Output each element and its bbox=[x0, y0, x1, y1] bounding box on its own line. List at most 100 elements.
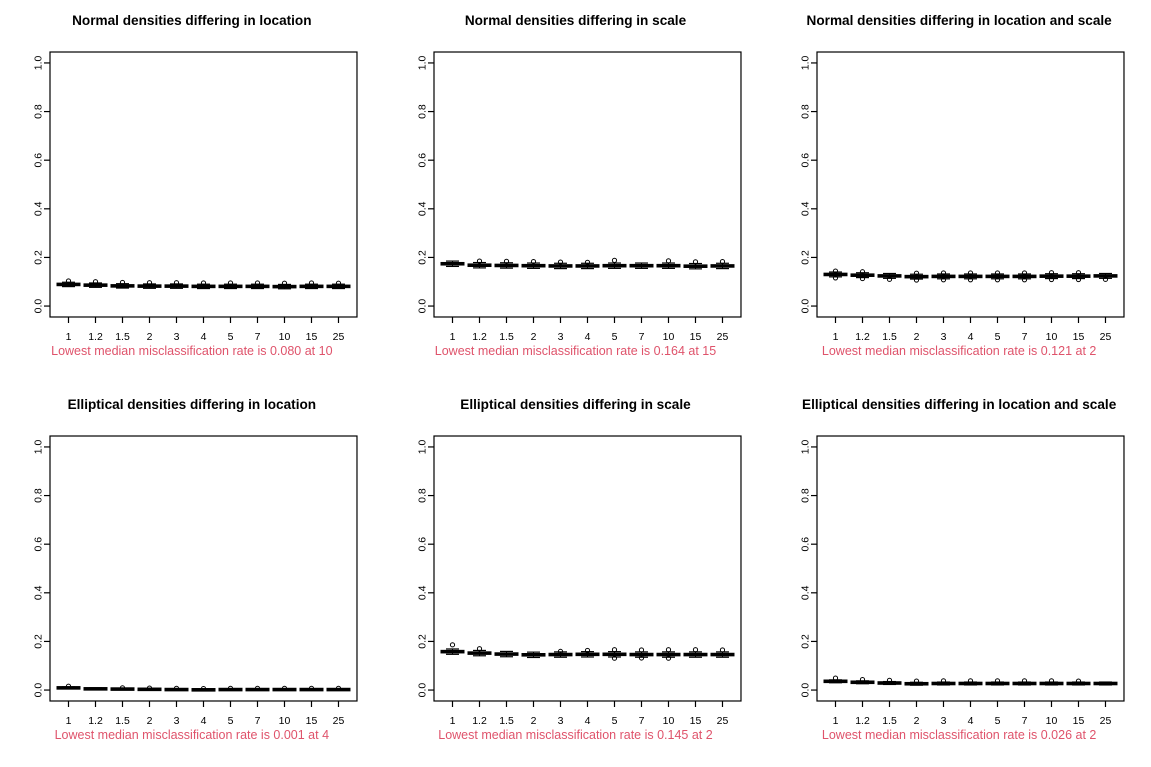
outlier-point bbox=[611, 655, 617, 661]
box-plot-group-1.5 bbox=[494, 650, 519, 657]
outlier-point bbox=[995, 677, 1001, 683]
y-tick-label: 1.0 bbox=[33, 55, 44, 70]
box-plot-group-4 bbox=[958, 677, 983, 686]
panel-title: Normal densities differing in scale bbox=[464, 13, 687, 28]
outlier-point bbox=[665, 258, 671, 264]
box-plot-group-10 bbox=[1039, 270, 1064, 283]
x-tick-label: 7 bbox=[255, 332, 261, 343]
x-tick-label: 1.5 bbox=[883, 332, 898, 343]
median-bar bbox=[548, 264, 573, 268]
boxplot-canvas: 0.0 0.2 0.4 0.6 0.8 1.0 1 1.2 1.5 2 3 4 5 7 10 15 25 bbox=[417, 51, 742, 343]
outlier-point bbox=[1076, 270, 1082, 276]
outlier-point bbox=[692, 646, 698, 652]
y-axis: 0.0 0.2 0.4 0.6 0.8 1.0 bbox=[417, 439, 434, 697]
box-plot-group-5 bbox=[602, 257, 627, 269]
y-tick-label: 0.6 bbox=[33, 536, 44, 551]
panel-elliptical-location-scale: Elliptical densities differing in locati… bbox=[767, 384, 1151, 767]
box-plot-group-15 bbox=[299, 685, 324, 691]
box-plot-group-25 bbox=[1093, 272, 1118, 282]
y-tick-label: 0.4 bbox=[801, 585, 812, 600]
median-bar bbox=[629, 263, 654, 268]
panel-title: Elliptical densities differing in locati… bbox=[67, 396, 317, 412]
box-plot-group-7 bbox=[245, 280, 270, 290]
plot-frame bbox=[49, 51, 358, 318]
x-tick-label: 1 bbox=[66, 715, 72, 726]
box-plot-group-1.5 bbox=[877, 677, 902, 685]
y-axis: 0.0 0.2 0.4 0.6 0.8 1.0 bbox=[33, 439, 50, 697]
y-tick-label: 0.4 bbox=[33, 201, 44, 216]
box-plot-group-3 bbox=[164, 685, 189, 691]
box-plot-group-25 bbox=[1093, 680, 1118, 686]
box-plot-group-5 bbox=[602, 646, 627, 661]
median-bar bbox=[877, 680, 902, 685]
box-plot-group-5 bbox=[218, 280, 243, 290]
outlier-point bbox=[476, 258, 482, 264]
panel-normal-location-scale: Normal densities differing in location a… bbox=[767, 0, 1151, 384]
x-tick-label: 4 bbox=[968, 332, 974, 343]
median-bar bbox=[299, 284, 324, 289]
x-tick-label: 15 bbox=[1073, 332, 1085, 343]
median-bar bbox=[326, 687, 351, 691]
panel-elliptical-location: Elliptical densities differing in locati… bbox=[0, 384, 384, 767]
outlier-point bbox=[227, 685, 234, 691]
outlier-point bbox=[887, 276, 893, 282]
x-tick-label: 10 bbox=[662, 332, 674, 343]
outlier-point bbox=[65, 683, 72, 689]
median-bar bbox=[985, 274, 1010, 279]
median-bar bbox=[1093, 274, 1118, 278]
median-bar bbox=[467, 263, 492, 268]
x-tick-label: 4 bbox=[201, 332, 207, 343]
box-plot-group-7 bbox=[1012, 270, 1037, 283]
box-plot-group-4 bbox=[575, 647, 600, 658]
y-axis: 0.0 0.2 0.4 0.6 0.8 1.0 bbox=[801, 439, 818, 697]
median-bar bbox=[110, 284, 135, 288]
median-bar bbox=[83, 686, 108, 691]
outlier-point bbox=[719, 258, 725, 265]
box-plot-group-25 bbox=[710, 258, 735, 270]
box-plot-group-2 bbox=[137, 280, 162, 289]
outlier-point bbox=[1049, 677, 1055, 683]
outlier-point bbox=[254, 280, 261, 286]
outlier-point bbox=[146, 685, 153, 691]
y-tick-label: 0.4 bbox=[801, 201, 812, 216]
panel-title: Elliptical densities differing in scale bbox=[460, 396, 691, 412]
x-tick-label: 5 bbox=[995, 715, 1001, 726]
box-plot-group-2 bbox=[904, 270, 929, 283]
plot-frame bbox=[816, 434, 1125, 702]
y-tick-label: 0.0 bbox=[33, 299, 44, 314]
boxplot-canvas: 0.0 0.2 0.4 0.6 0.8 1.0 1 1.2 1.5 2 3 4 5 7 10 15 25 bbox=[33, 434, 358, 726]
x-tick-label: 1 bbox=[449, 332, 455, 343]
x-tick-label: 7 bbox=[255, 715, 261, 726]
box-plot-group-1 bbox=[440, 641, 465, 655]
panel-elliptical-scale: Elliptical densities differing in scale … bbox=[384, 384, 768, 767]
outlier-point bbox=[860, 676, 866, 682]
outlier-point bbox=[1022, 677, 1028, 683]
outlier-point bbox=[227, 280, 234, 286]
median-bar bbox=[245, 284, 270, 289]
plot-frame bbox=[49, 434, 358, 702]
panel-title: Normal densities differing in location bbox=[72, 13, 312, 28]
x-tick-label: 3 bbox=[557, 715, 563, 726]
x-tick-label: 5 bbox=[228, 332, 234, 343]
outlier-point bbox=[692, 259, 698, 265]
x-tick-label: 25 bbox=[333, 715, 345, 726]
outlier-point bbox=[968, 677, 974, 683]
lowest-rate-caption: Lowest median misclassification rate is … bbox=[51, 344, 333, 358]
median-bar bbox=[629, 652, 654, 656]
y-axis: 0.0 0.2 0.4 0.6 0.8 1.0 bbox=[33, 55, 50, 313]
outlier-point bbox=[254, 685, 261, 691]
box-plot-group-25 bbox=[326, 685, 351, 691]
box-plot-group-1.2 bbox=[467, 258, 492, 269]
box-plot-group-4 bbox=[191, 685, 216, 692]
x-tick-label: 2 bbox=[530, 715, 536, 726]
y-tick-label: 1.0 bbox=[33, 439, 44, 454]
x-tick-label: 3 bbox=[174, 332, 180, 343]
outlier-point bbox=[914, 270, 920, 276]
median-bar bbox=[1012, 681, 1037, 685]
x-tick-label: 1 bbox=[449, 715, 455, 726]
x-tick-label: 10 bbox=[1046, 715, 1058, 726]
box-plot-group-1.2 bbox=[83, 686, 108, 691]
lowest-rate-caption: Lowest median misclassification rate is … bbox=[821, 344, 1097, 358]
x-tick-label: 1.2 bbox=[856, 332, 871, 343]
x-tick-label: 2 bbox=[530, 332, 536, 343]
